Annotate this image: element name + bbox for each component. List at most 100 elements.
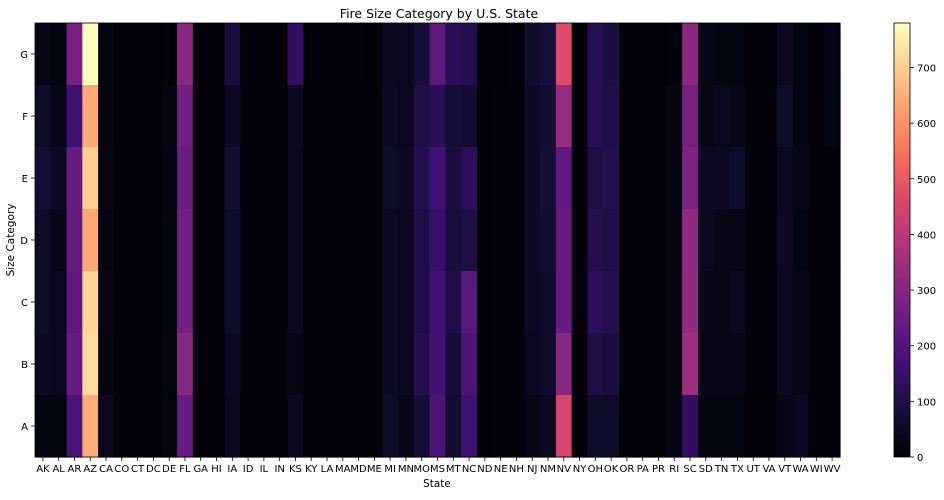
heatmap-cell-B-WV (824, 333, 841, 396)
heatmap-cell-A-CA (98, 395, 115, 458)
heatmap-cell-G-DE (161, 23, 178, 86)
heatmap-cell-C-CA (98, 271, 115, 334)
heatmap-cell-D-CO (113, 209, 131, 272)
heatmap-cell-A-NE (492, 395, 510, 458)
heatmap-cell-F-MN (398, 85, 415, 148)
heatmap-cell-F-MI (382, 85, 399, 148)
heatmap-cell-G-GA (192, 23, 210, 86)
heatmap-cell-D-AK (35, 209, 52, 272)
heatmap-cell-F-TX (729, 85, 746, 148)
heatmap-cell-D-LA (319, 209, 336, 272)
heatmap-cell-F-NY (571, 85, 589, 148)
x-tick-label: NY (573, 464, 587, 475)
heatmap-cell-G-AR (66, 23, 83, 86)
colorbar-tick-label: 200 (917, 342, 936, 353)
heatmap-cell-F-DC (145, 85, 162, 148)
heatmap-cell-A-CT (129, 395, 147, 458)
heatmap-cell-F-NC (461, 85, 478, 148)
x-tick-label: HI (211, 464, 221, 475)
heatmap-cell-C-WI (808, 271, 825, 334)
colorbar-tick-label: 400 (917, 230, 936, 241)
heatmap-cell-B-OK (603, 333, 620, 396)
heatmap-cell-D-NE (492, 209, 510, 272)
heatmap-cell-G-DC (145, 23, 162, 86)
heatmap-cell-C-CT (129, 271, 147, 334)
heatmap-cell-G-ND (476, 23, 494, 86)
heatmap-cell-F-RI (666, 85, 683, 148)
chart-title: Fire Size Category by U.S. State (340, 6, 539, 21)
heatmap-cell-D-CT (129, 209, 147, 272)
heatmap-cell-B-MN (398, 333, 415, 396)
heatmap-cell-C-MO (413, 271, 431, 334)
heatmap-cell-C-MA (334, 271, 352, 334)
heatmap-cell-F-NV (555, 85, 573, 148)
heatmap-cell-E-ID (240, 147, 257, 210)
heatmap-cell-B-UT (745, 333, 762, 396)
heatmap-cell-D-TX (729, 209, 746, 272)
heatmap-cell-G-IA (224, 23, 241, 86)
x-tick-label: MI (384, 464, 396, 475)
x-tick-label: FL (179, 464, 191, 475)
heatmap-cell-F-MO (413, 85, 431, 148)
x-tick-label: KS (289, 464, 302, 475)
heatmap-cell-B-VA (761, 333, 778, 396)
heatmap-cell-G-CA (98, 23, 115, 86)
heatmap-cell-G-OR (619, 23, 636, 86)
x-tick-label: SD (699, 464, 713, 475)
heatmap-cell-G-OH (587, 23, 604, 86)
heatmap-cell-C-WV (824, 271, 841, 334)
heatmap-cell-F-IN (271, 85, 289, 148)
heatmap-cell-D-OK (603, 209, 620, 272)
heatmap-cell-C-WA (792, 271, 810, 334)
colorbar-tick-label: 600 (917, 119, 936, 130)
heatmap-cell-E-MI (382, 147, 399, 210)
heatmap-cell-B-LA (319, 333, 336, 396)
heatmap-cell-D-VA (761, 209, 778, 272)
heatmap-cell-C-VA (761, 271, 778, 334)
heatmap-cell-D-MS (429, 209, 446, 272)
heatmap-cell-A-OR (619, 395, 636, 458)
heatmap-cell-E-PA (634, 147, 652, 210)
heatmap-cell-F-VA (761, 85, 778, 148)
heatmap-cell-B-RI (666, 333, 683, 396)
heatmap-cell-G-PA (634, 23, 652, 86)
heatmap-cell-E-SC (682, 147, 699, 210)
heatmap-cell-C-AZ (82, 271, 99, 334)
heatmap-cell-A-WA (792, 395, 810, 458)
heatmap-cell-D-HI (208, 209, 226, 272)
x-tick-label: OR (619, 464, 634, 475)
heatmap-cell-E-WV (824, 147, 841, 210)
heatmap-cell-G-NY (571, 23, 589, 86)
heatmap-cell-C-AK (35, 271, 52, 334)
x-tick-label: NH (509, 464, 524, 475)
y-tick-label: A (21, 422, 28, 433)
heatmap-cell-B-NE (492, 333, 510, 396)
heatmap-cell-B-AR (66, 333, 83, 396)
heatmap-cell-C-MS (429, 271, 446, 334)
heatmap-cell-F-FL (177, 85, 194, 148)
y-tick-label: C (21, 298, 28, 309)
heatmap-cell-D-DE (161, 209, 178, 272)
heatmap-cell-E-OH (587, 147, 604, 210)
heatmap-cell-A-PA (634, 395, 652, 458)
heatmap-cell-C-NJ (524, 271, 541, 334)
heatmap-cell-E-WI (808, 147, 825, 210)
heatmap-cell-E-MT (445, 147, 462, 210)
heatmap-cell-G-KY (303, 23, 320, 86)
heatmap-cell-B-PA (634, 333, 652, 396)
heatmap-cell-E-NY (571, 147, 589, 210)
x-tick-label: CT (131, 464, 145, 475)
heatmap-cell-B-AZ (82, 333, 99, 396)
y-tick-label: B (21, 360, 28, 371)
heatmap-cell-G-IN (271, 23, 289, 86)
heatmap-cell-E-ND (476, 147, 494, 210)
heatmap-cell-G-TX (729, 23, 746, 86)
heatmap-cell-B-KY (303, 333, 320, 396)
x-tick-label: NE (494, 464, 508, 475)
x-tick-label: WA (792, 464, 808, 475)
heatmap-cell-B-FL (177, 333, 194, 396)
heatmap-cell-G-TN (713, 23, 731, 86)
heatmap-cell-A-TX (729, 395, 746, 458)
heatmap-cell-G-MN (398, 23, 415, 86)
